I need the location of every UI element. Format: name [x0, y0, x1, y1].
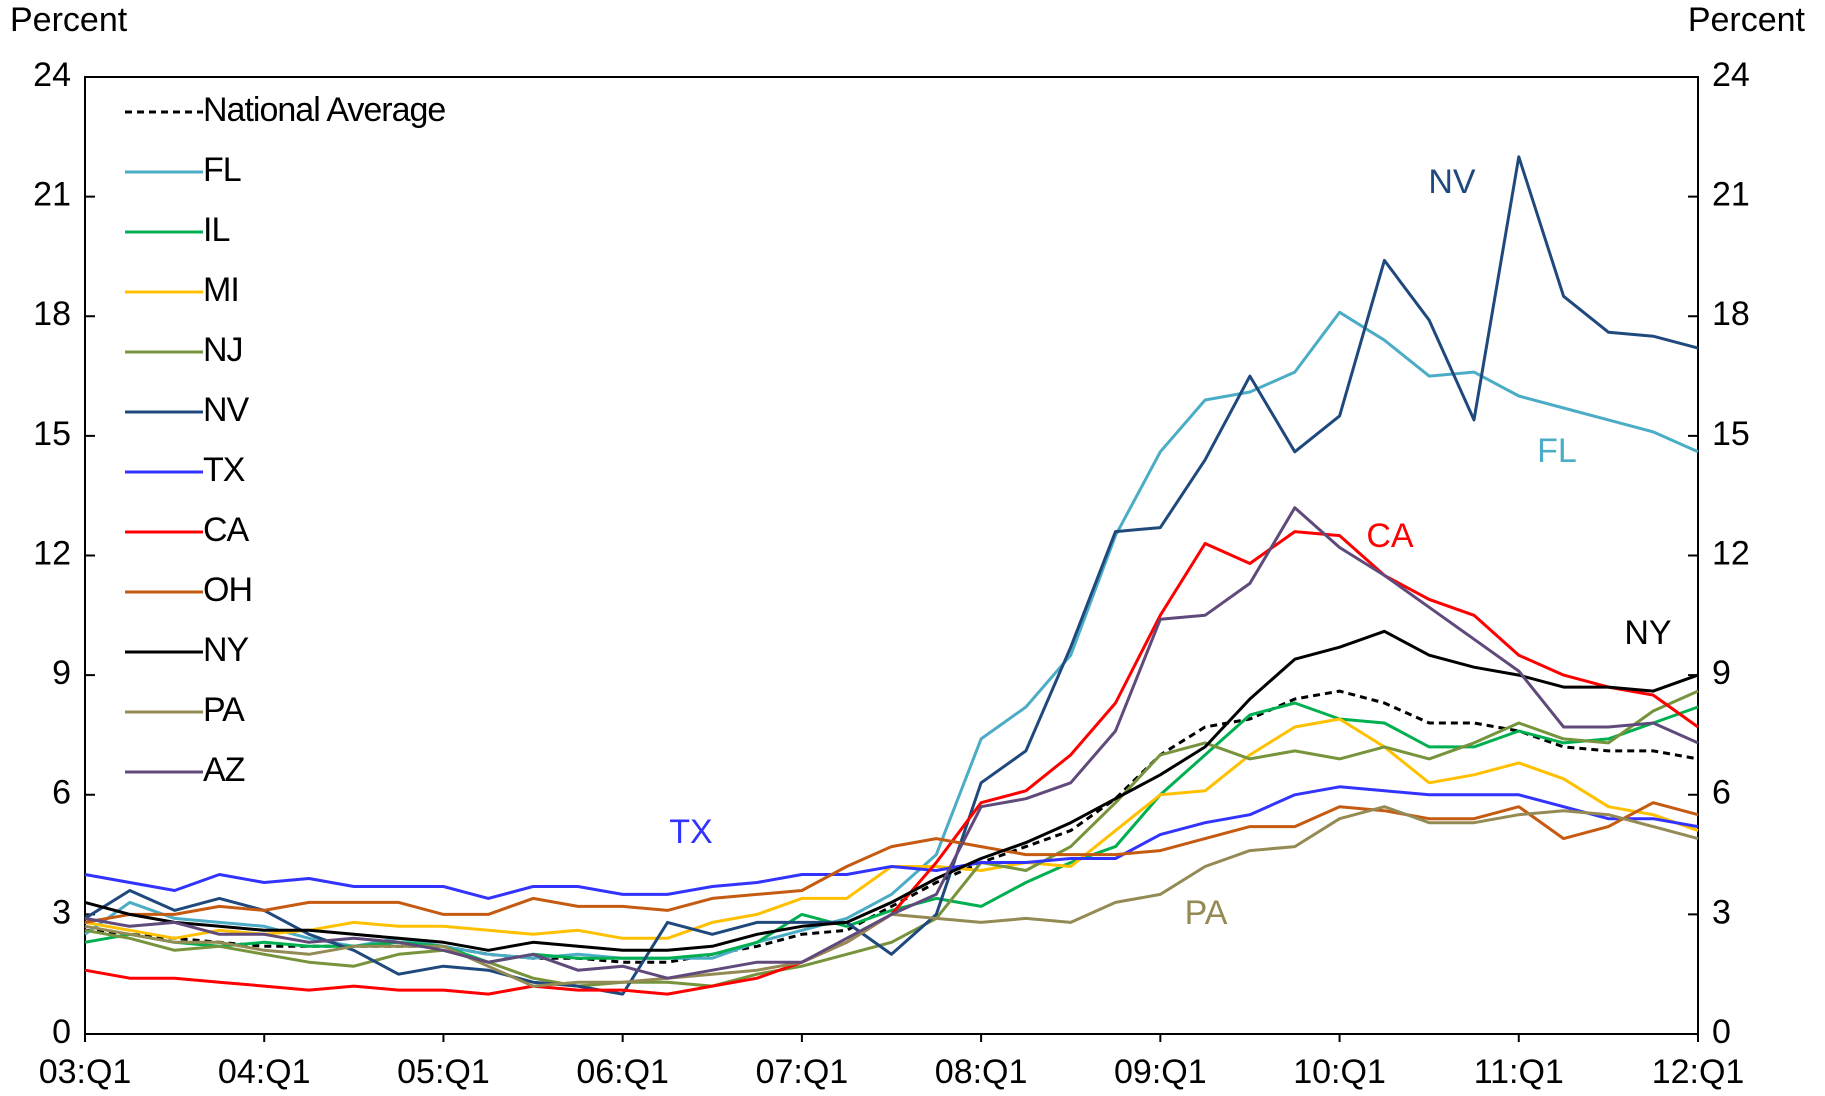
x-tick-label: 12:Q1: [1652, 1053, 1745, 1091]
y2-tick-label: 15: [1712, 415, 1750, 453]
x-tick-label: 06:Q1: [576, 1053, 669, 1091]
y2-tick-label: 6: [1712, 774, 1731, 812]
series-line: [84, 629, 1699, 952]
series-line: [84, 689, 1699, 988]
x-tick-label: 11:Q1: [1474, 1053, 1564, 1091]
x-tick-label: 10:Q1: [1293, 1053, 1386, 1091]
legend-label: CA: [203, 511, 250, 549]
series-line: [84, 785, 1699, 900]
x-tick-label: 04:Q1: [218, 1053, 311, 1091]
x-tick-label: 07:Q1: [756, 1053, 849, 1091]
legend-label: NV: [203, 391, 250, 429]
annotation: TX: [669, 813, 712, 851]
annotation: NV: [1428, 163, 1476, 201]
y2-tick-label: 18: [1712, 295, 1750, 333]
legend-label: IL: [203, 211, 229, 249]
legend-label: PA: [203, 691, 245, 729]
y-tick-label: 3: [52, 893, 71, 931]
y2-tick-label: 12: [1712, 534, 1750, 572]
y-axis-label: Percent: [10, 1, 128, 39]
annotation: NY: [1624, 614, 1671, 652]
x-tick-label: 05:Q1: [397, 1053, 490, 1091]
legend-label: National Average: [203, 91, 445, 129]
series-line: [84, 506, 1699, 980]
legend-label: NJ: [203, 331, 243, 369]
series-line: [84, 310, 1699, 960]
y-tick-label: 18: [33, 295, 71, 333]
legend-label: OH: [203, 571, 252, 609]
annotation: PA: [1185, 894, 1228, 932]
legend-label: FL: [203, 151, 241, 189]
series-line: [84, 805, 1699, 988]
y2-tick-label: 9: [1712, 654, 1731, 692]
annotation: CA: [1366, 517, 1414, 555]
y2-tick-label: 21: [1712, 176, 1750, 214]
x-tick-label: 08:Q1: [935, 1053, 1028, 1091]
y-tick-label: 0: [52, 1013, 71, 1051]
x-tick-label: 03:Q1: [39, 1053, 132, 1091]
y2-axis-label: Percent: [1688, 1, 1806, 39]
x-tick-label: 09:Q1: [1114, 1053, 1207, 1091]
legend-label: MI: [203, 271, 239, 309]
legend-label: NY: [203, 631, 249, 669]
y-tick-label: 9: [52, 654, 71, 692]
plot-frame: [84, 76, 1699, 1035]
legend-label: TX: [203, 451, 245, 489]
series-line: [84, 155, 1699, 996]
y-tick-label: 24: [33, 56, 71, 94]
y-tick-label: 12: [33, 534, 71, 572]
y2-tick-label: 24: [1712, 56, 1750, 94]
y-tick-label: 15: [33, 415, 71, 453]
y2-tick-label: 0: [1712, 1013, 1731, 1051]
legend-label: AZ: [203, 751, 245, 789]
series-line: [84, 530, 1699, 996]
series-line: [84, 689, 1699, 964]
annotation: FL: [1537, 432, 1577, 470]
y2-tick-label: 3: [1712, 893, 1731, 931]
y-tick-label: 21: [33, 176, 71, 214]
series-line: [84, 701, 1699, 964]
series-line: [84, 801, 1699, 924]
y-tick-label: 6: [52, 774, 71, 812]
